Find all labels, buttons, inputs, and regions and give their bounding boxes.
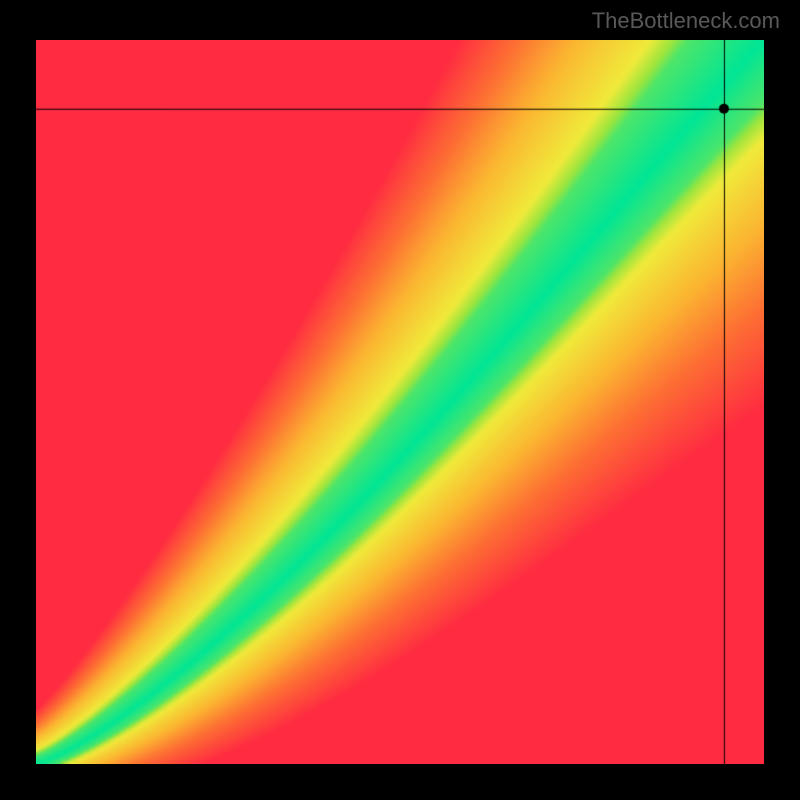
watermark-text: TheBottleneck.com [592,8,780,34]
bottleneck-heatmap [36,40,764,764]
heatmap-container [36,40,764,764]
